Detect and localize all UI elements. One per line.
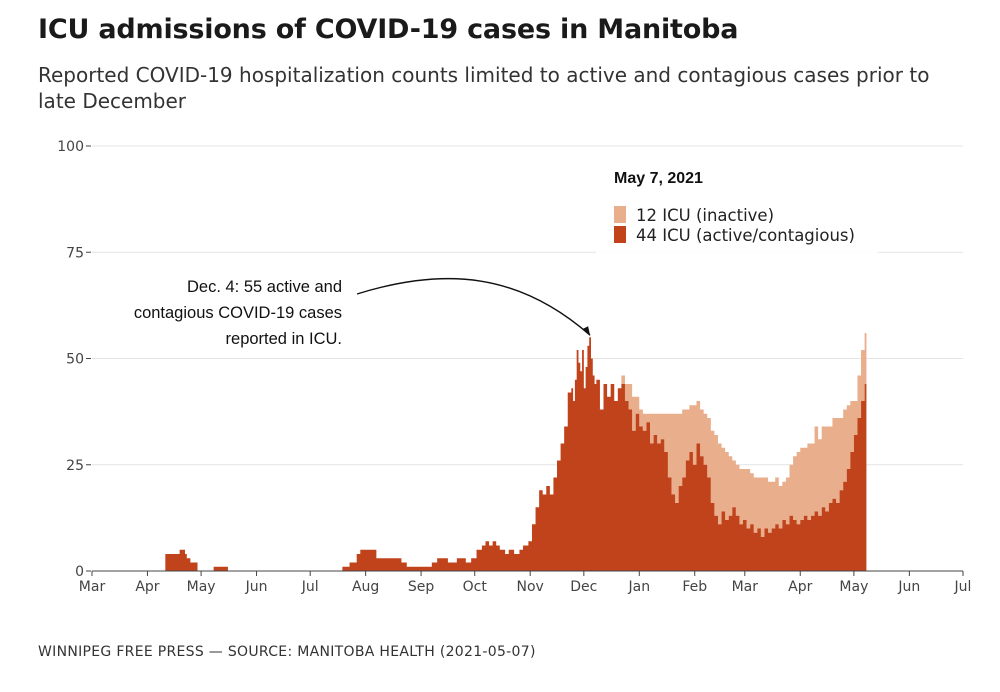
x-tick-label: May [187, 579, 216, 595]
legend-swatch-inactive [614, 206, 626, 223]
x-tick-label: Feb [682, 579, 707, 595]
annotation-arrowhead [582, 326, 591, 336]
y-tick-label: 100 [57, 139, 84, 155]
x-tick-label: Jan [627, 579, 650, 595]
annotation-arrow [356, 277, 591, 336]
y-axis: 0 25 50 75 100 [57, 139, 91, 580]
legend-label-active: 44 ICU (active/contagious) [636, 226, 855, 245]
x-tick-label: Aug [352, 579, 379, 595]
x-tick-label: Mar [732, 579, 759, 595]
area-inactive [92, 333, 867, 571]
x-tick-label: Jul [954, 579, 972, 595]
x-axis: Mar Apr May Jun Jul Aug Sep Oct Nov Dec Jan Feb Mar A… [79, 571, 972, 595]
annotation-line-3: reported in ICU. [226, 330, 342, 348]
legend-title: May 7, 2021 [614, 170, 703, 187]
y-tick-label: 25 [66, 458, 84, 474]
x-tick-label: Jun [897, 579, 920, 595]
stacked-areas [92, 333, 867, 571]
y-tick-label: 0 [75, 564, 84, 580]
icu-area-chart: 0 25 50 75 100 Mar Apr May Jun Jul Aug Sep Oct Nov De… [57, 139, 972, 595]
annotation: Dec. 4: 55 active and contagious COVID-1… [134, 277, 591, 348]
y-tick-label: 75 [66, 245, 84, 261]
area-active [92, 337, 867, 571]
y-tick-label: 50 [66, 352, 84, 368]
x-tick-label: Mar [79, 579, 106, 595]
x-tick-label: May [839, 579, 868, 595]
chart-footer: WINNIPEG FREE PRESS — SOURCE: MANITOBA H… [38, 644, 536, 660]
x-tick-label: Apr [135, 579, 159, 595]
chart-subtitle: Reported COVID-19 hospitalization counts… [38, 63, 930, 113]
annotation-line-2: contagious COVID-19 cases [134, 304, 342, 322]
legend-label-inactive: 12 ICU (inactive) [636, 206, 774, 225]
annotation-line-1: Dec. 4: 55 active and [187, 278, 342, 296]
x-tick-label: Nov [517, 579, 544, 595]
legend-background [596, 158, 878, 254]
x-tick-label: Jun [245, 579, 268, 595]
chart-title: ICU admissions of COVID-19 cases in Mani… [38, 14, 739, 45]
x-tick-label: Sep [408, 579, 435, 595]
legend-swatch-active [614, 226, 626, 243]
legend: May 7, 2021 12 ICU (inactive) 44 ICU (ac… [596, 158, 878, 254]
x-tick-label: Oct [463, 579, 488, 595]
x-tick-label: Apr [788, 579, 812, 595]
x-tick-label: Dec [570, 579, 597, 595]
x-tick-label: Jul [301, 579, 319, 595]
